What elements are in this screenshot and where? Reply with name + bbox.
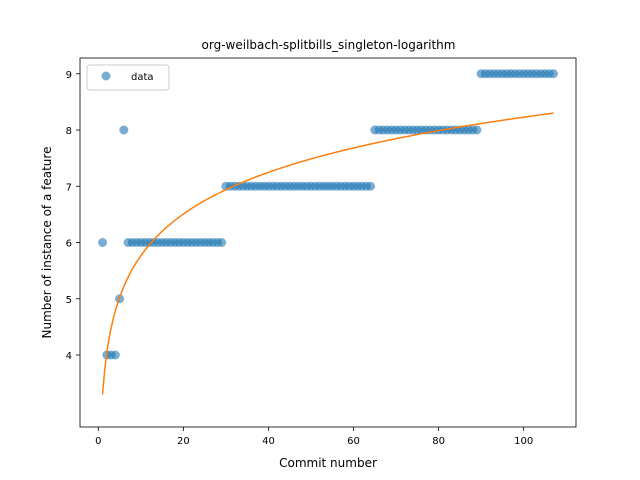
data-point xyxy=(217,238,227,247)
x-tick-label: 80 xyxy=(432,436,445,447)
axes-layer: 0 20 40 60 80 100 4 5 6 7 8 9 xyxy=(66,57,577,447)
data-point xyxy=(110,350,120,360)
chart-title: org-weilbach-splitbills_singleton-logari… xyxy=(202,38,456,52)
x-tick-label: 20 xyxy=(177,436,190,447)
data-point xyxy=(548,69,558,79)
y-tick-label: 6 xyxy=(66,239,72,250)
x-tick-label: 60 xyxy=(347,436,360,447)
x-axis-label: Commit number xyxy=(279,456,377,470)
y-axis-label: Number of instance of a feature xyxy=(40,147,54,339)
y-tick-label: 5 xyxy=(66,295,72,306)
data-point xyxy=(472,125,482,135)
x-tick-label: 100 xyxy=(514,436,533,447)
data-point xyxy=(119,125,129,135)
legend: data xyxy=(86,64,170,91)
y-tick-label: 7 xyxy=(66,182,72,193)
legend-marker xyxy=(101,71,111,81)
y-tick-label: 9 xyxy=(66,70,72,81)
data-point xyxy=(366,181,376,191)
legend-box xyxy=(86,64,170,91)
y-tick-label: 8 xyxy=(66,126,72,137)
fit-line xyxy=(101,112,554,395)
marks-layer xyxy=(98,69,558,395)
x-tick-label: 40 xyxy=(262,436,275,447)
data-point xyxy=(98,238,108,247)
legend-label: data xyxy=(131,72,154,83)
x-tick-label: 0 xyxy=(95,436,101,447)
y-tick-label: 4 xyxy=(66,351,72,362)
